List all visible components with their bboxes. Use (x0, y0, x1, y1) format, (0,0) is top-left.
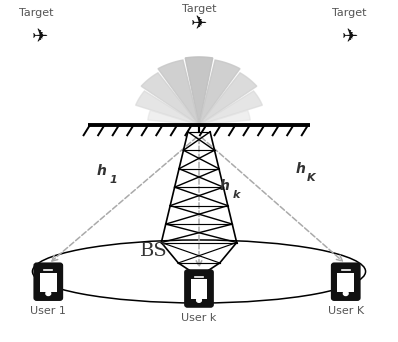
Polygon shape (199, 91, 262, 125)
Text: Target: Target (332, 8, 367, 18)
Text: Target: Target (182, 4, 216, 14)
Text: BS: BS (140, 242, 167, 260)
Polygon shape (158, 60, 199, 125)
Text: K: K (307, 173, 316, 183)
Bar (40, 273, 57, 292)
Text: User k: User k (181, 313, 217, 323)
Polygon shape (185, 57, 213, 125)
Text: ✈: ✈ (341, 27, 358, 46)
Text: h: h (295, 162, 305, 176)
FancyBboxPatch shape (332, 264, 359, 300)
Text: Target: Target (19, 8, 54, 18)
Circle shape (197, 298, 201, 302)
Circle shape (46, 291, 51, 295)
Bar (191, 279, 207, 299)
Text: ✈: ✈ (32, 27, 49, 46)
Circle shape (343, 291, 348, 295)
Polygon shape (148, 110, 199, 125)
Text: k: k (232, 190, 240, 200)
Text: 1: 1 (109, 174, 117, 185)
Polygon shape (136, 91, 199, 125)
Text: h: h (97, 164, 107, 178)
Polygon shape (141, 73, 199, 125)
Text: User 1: User 1 (30, 306, 66, 316)
Polygon shape (199, 110, 250, 125)
Text: User K: User K (328, 306, 364, 316)
FancyBboxPatch shape (35, 264, 62, 300)
Text: ✈: ✈ (191, 13, 207, 32)
Bar (338, 273, 354, 292)
Polygon shape (199, 60, 240, 125)
Text: h: h (220, 179, 230, 193)
FancyBboxPatch shape (185, 271, 213, 306)
Polygon shape (199, 73, 257, 125)
